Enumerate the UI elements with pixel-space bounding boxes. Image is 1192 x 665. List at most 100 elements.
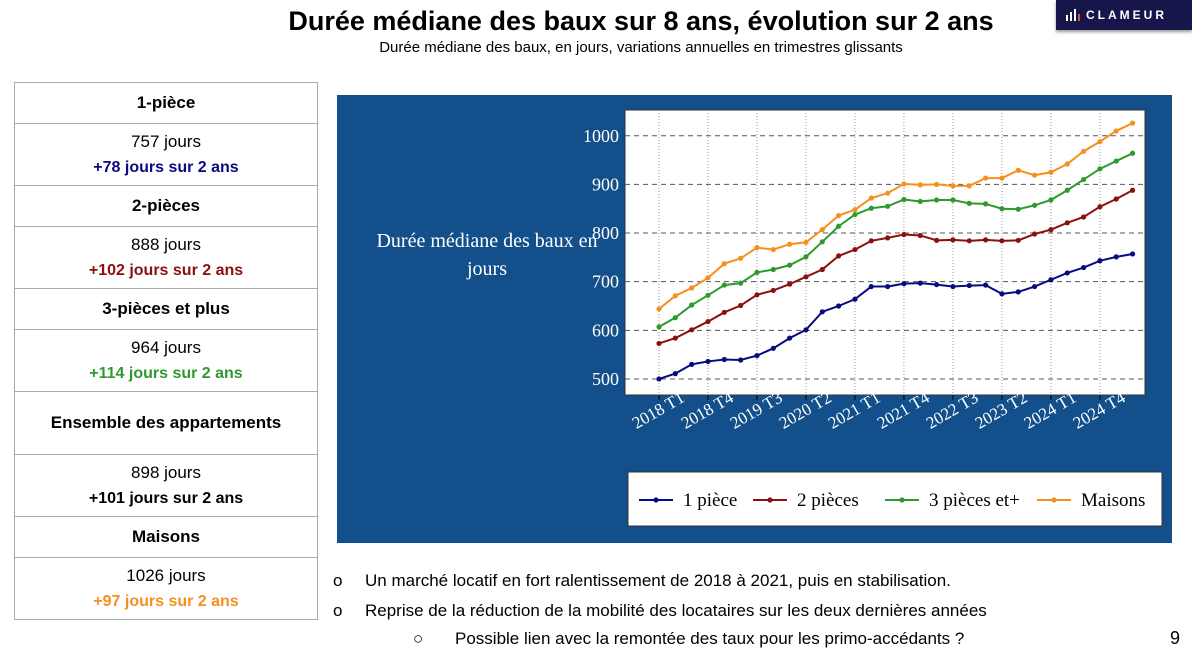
data-point	[868, 195, 874, 201]
data-point	[836, 212, 842, 219]
data-point	[1129, 150, 1136, 156]
legend-marker	[767, 497, 773, 503]
summary-table: 1-pièce 757 jours +78 jours sur 2 ans 2-piè…	[14, 82, 318, 620]
series-line-2	[658, 152, 1134, 328]
data-point	[738, 280, 744, 286]
table-value-cell: 964 jours +114 jours sur 2 ans	[14, 329, 318, 392]
data-point	[966, 183, 972, 189]
data-point	[1129, 120, 1136, 126]
table-header-cell: 3-pièces et plus	[14, 288, 318, 330]
page-number: 9	[1170, 628, 1181, 648]
data-point	[852, 207, 858, 213]
data-point	[868, 283, 874, 290]
data-point	[819, 309, 825, 315]
delta-value: +102 jours sur 2 ans	[88, 261, 244, 279]
data-point	[1129, 251, 1136, 257]
data-point	[754, 245, 760, 251]
data-point	[1097, 204, 1103, 210]
data-point	[917, 280, 923, 286]
data-point	[1080, 264, 1087, 271]
data-point	[950, 237, 956, 243]
median-value: 757 jours	[131, 131, 201, 151]
y-tick-label: 1000	[583, 126, 619, 146]
data-point	[885, 283, 891, 290]
data-point	[656, 324, 662, 330]
data-point	[787, 241, 793, 247]
table-header-cell: Ensemble des appartements	[14, 391, 318, 455]
data-point	[950, 197, 956, 203]
legend-label: 3 pièces et+	[929, 490, 1020, 511]
data-point	[999, 291, 1005, 297]
data-point	[672, 293, 678, 299]
delta-value: +97 jours sur 2 ans	[93, 592, 239, 610]
data-point	[689, 361, 695, 367]
data-point	[1031, 231, 1038, 237]
data-point	[885, 203, 891, 209]
y-tick-label: 500	[592, 369, 619, 389]
bullet-2: o Reprise de la réduction de la mobilité …	[333, 601, 987, 620]
data-point	[721, 356, 727, 363]
data-point	[868, 238, 874, 244]
bullet-1: o Un marché locatif en fort ralentissemen…	[333, 571, 951, 590]
data-point	[656, 340, 662, 347]
data-point	[934, 181, 940, 188]
data-point	[1129, 187, 1136, 193]
data-point	[1048, 197, 1054, 203]
median-value: 964 jours	[131, 337, 201, 357]
data-point	[1097, 258, 1103, 264]
y-tick-label: 700	[592, 272, 619, 292]
data-point	[770, 287, 776, 294]
median-value: 1026 jours	[126, 565, 206, 585]
data-point	[1031, 283, 1038, 290]
data-point	[885, 190, 891, 196]
data-point	[672, 335, 678, 341]
data-point	[787, 262, 793, 268]
data-point	[917, 198, 923, 205]
legend-marker	[899, 497, 905, 503]
data-point	[966, 200, 972, 206]
chart-panel: Durée médiane des baux en jours 2018 T1 2…	[337, 95, 1172, 543]
data-point	[917, 182, 923, 188]
data-point	[754, 353, 760, 359]
data-point	[1113, 254, 1119, 260]
data-point	[819, 239, 825, 245]
delta-value: +101 jours sur 2 ans	[88, 489, 244, 507]
page-subtitle: Durée médiane des baux, en jours, variat…	[379, 39, 903, 56]
table-header-cell: Maisons	[14, 516, 318, 558]
data-point	[770, 246, 776, 253]
data-point	[836, 223, 842, 229]
data-point	[999, 206, 1005, 212]
legend-label: 2 pièces	[797, 490, 859, 511]
data-point	[1080, 214, 1087, 220]
data-point	[1097, 166, 1103, 172]
data-point	[770, 266, 776, 273]
legend-label: Maisons	[1081, 490, 1145, 511]
data-point	[966, 238, 972, 244]
data-point	[705, 292, 711, 298]
data-point	[705, 318, 711, 325]
data-point	[901, 196, 907, 203]
data-point	[1031, 202, 1038, 208]
chart-title: Durée médiane des baux en jours	[376, 230, 598, 280]
data-point	[689, 327, 695, 333]
data-point	[754, 269, 760, 276]
delta-value: +78 jours sur 2 ans	[93, 158, 239, 176]
data-point	[705, 275, 711, 281]
data-point	[868, 205, 874, 211]
data-point	[1064, 270, 1070, 276]
data-point	[803, 274, 809, 280]
data-point	[983, 201, 989, 207]
data-point	[950, 183, 956, 189]
data-point	[819, 227, 825, 233]
series-line-1	[658, 189, 1134, 345]
data-point	[738, 255, 744, 261]
data-point	[1113, 128, 1119, 134]
data-point	[934, 197, 940, 203]
data-point	[950, 283, 956, 290]
data-point	[689, 302, 695, 308]
delta-value: +114 jours sur 2 ans	[89, 364, 243, 382]
data-point	[754, 292, 760, 298]
data-point	[803, 327, 809, 333]
bullet-3: ○ Possible lien avec la remontée des taux…	[413, 629, 965, 648]
data-point	[1064, 187, 1070, 193]
